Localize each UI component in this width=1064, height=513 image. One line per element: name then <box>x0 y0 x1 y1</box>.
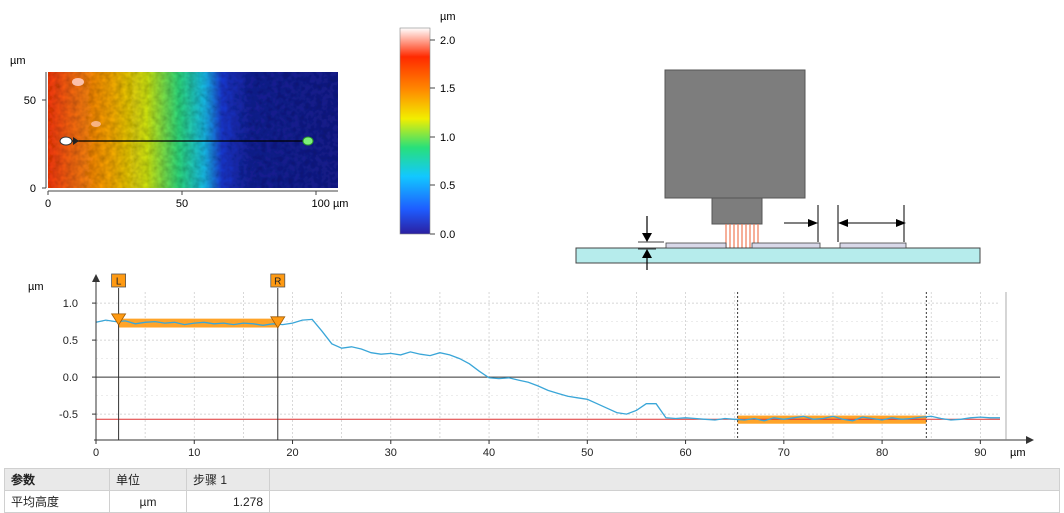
header-step[interactable]: 步骤 1 <box>186 468 270 491</box>
profile-start-handle[interactable] <box>59 136 73 146</box>
x-tick-label: 10 <box>188 447 200 459</box>
x-tick-label: 50 <box>581 447 593 459</box>
colorbar-tick: 1.5 <box>440 83 455 95</box>
y-tick-label: 0.5 <box>63 335 78 347</box>
profile-end-handle[interactable] <box>302 136 314 146</box>
cursor-label-box[interactable] <box>270 273 286 288</box>
colorbar-tick: 0.5 <box>440 180 455 192</box>
x-tick-label: 30 <box>385 447 397 459</box>
colorbar <box>399 27 431 235</box>
cursor-triangle-icon[interactable] <box>110 313 127 326</box>
x-tick-label: 60 <box>679 447 691 459</box>
x-tick-label: 40 <box>483 447 495 459</box>
probe-tip <box>711 197 763 225</box>
colorbar-ticks <box>430 39 435 235</box>
height-arrow-up-icon <box>642 249 652 258</box>
colorbar-tick: 1.0 <box>440 132 455 144</box>
width-arrow-icon <box>838 219 848 227</box>
cursor-label[interactable]: R <box>274 277 281 288</box>
colorbar-unit-label: µm <box>440 11 456 23</box>
y-axis-arrow-icon <box>92 274 100 282</box>
heatmap-y-tick: 50 <box>24 95 36 107</box>
heatmap-y-tick: 0 <box>30 183 36 195</box>
film-step <box>751 242 821 249</box>
probe-schematic-diagram <box>575 69 981 270</box>
film-step <box>839 242 907 249</box>
height-map-bright-spot <box>72 78 84 86</box>
heatmap-x-tick: 0 <box>45 198 51 210</box>
height-map-image <box>48 72 338 188</box>
heatmap-x-tick: 100 µm <box>312 198 349 210</box>
header-filler <box>269 468 1060 491</box>
cell-value: 1.278 <box>186 490 270 513</box>
cell-parameter: 平均高度 <box>4 490 110 513</box>
y-tick-label: 0.0 <box>63 372 78 384</box>
table-header-row: 参数 单位 步骤 1 <box>4 468 1060 491</box>
colorbar-tick: 2.0 <box>440 35 455 47</box>
x-tick-label: 90 <box>974 447 986 459</box>
x-axis-arrow-icon <box>1026 436 1034 444</box>
highlight-regions <box>118 292 927 440</box>
header-unit[interactable]: 单位 <box>109 468 187 491</box>
header-parameter[interactable]: 参数 <box>4 468 110 491</box>
x-tick-label: 0 <box>93 447 99 459</box>
cursor-triangle-icon[interactable] <box>270 316 286 329</box>
profile-direction-arrow-icon <box>73 137 79 145</box>
substrate <box>575 247 981 264</box>
height-arrow-down-icon <box>642 233 652 242</box>
y-tick-label: -0.5 <box>59 409 78 421</box>
chart-grid <box>95 292 1000 440</box>
width-arrow-icon <box>896 219 906 227</box>
cursor-label[interactable]: L <box>116 277 122 288</box>
x-tick-label: 80 <box>876 447 888 459</box>
x-tick-label: 70 <box>778 447 790 459</box>
chart-ticks: 0 10 20 30 40 50 60 70 80 90 1.0 0.5 0.0 -0.5 <box>59 298 986 459</box>
heatmap-x-tick: 50 <box>176 198 188 210</box>
colorbar-tick: 0.0 <box>440 229 455 241</box>
chart-axes <box>92 274 1034 444</box>
y-tick-label: 1.0 <box>63 298 78 310</box>
probe-body <box>664 69 806 199</box>
profile-series-line <box>95 318 1000 422</box>
x-tick-label: 20 <box>286 447 298 459</box>
cell-filler <box>269 490 1060 513</box>
heatmap-unit-label: µm <box>10 55 26 67</box>
table-row[interactable]: 平均高度 µm 1.278 <box>4 490 1060 513</box>
height-map-panel: µm 50 0 0 50 100 µm µm 2.0 1.5 1.0 0.5 0… <box>10 11 456 241</box>
height-map-bright-spot <box>91 121 101 127</box>
cell-unit: µm <box>109 490 187 513</box>
film-step <box>665 242 727 249</box>
width-arrow-icon <box>808 219 818 227</box>
parameter-table: 参数 单位 步骤 1 平均高度 µm 1.278 <box>4 468 1060 513</box>
cursor-label-box[interactable] <box>111 273 126 288</box>
y-axis-unit-label: µm <box>28 281 44 293</box>
x-axis-unit-label: µm <box>1010 447 1026 459</box>
